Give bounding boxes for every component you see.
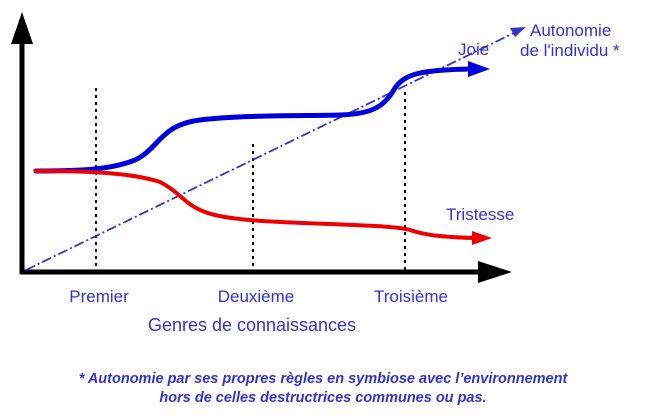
tick-premier: Premier <box>69 287 129 306</box>
joie-label: Joie <box>458 40 489 59</box>
joie-arrowhead <box>468 61 490 77</box>
x-axis-arrowhead <box>478 261 512 283</box>
joie-curve <box>33 66 473 174</box>
autonomie-label-line1: Autonomie <box>530 21 611 40</box>
y-axis-arrowhead <box>11 12 33 44</box>
tristesse-label: Tristesse <box>446 205 514 224</box>
autonomie-line <box>25 30 519 271</box>
footnote-line2: hors de celles destructrices communes ou… <box>159 390 487 406</box>
tristesse-arrowhead <box>472 231 492 245</box>
tick-troisieme: Troisième <box>374 287 448 306</box>
footnote-line1: * Autonomie par ses propres règles en sy… <box>78 371 568 387</box>
autonomie-label-line2: de l'individu * <box>520 41 620 60</box>
tick-deuxieme: Deuxième <box>218 287 295 306</box>
autonomie-arrowhead <box>510 27 526 37</box>
tristesse-curve <box>34 169 476 240</box>
x-axis-title: Genres de connaissances <box>148 315 356 335</box>
